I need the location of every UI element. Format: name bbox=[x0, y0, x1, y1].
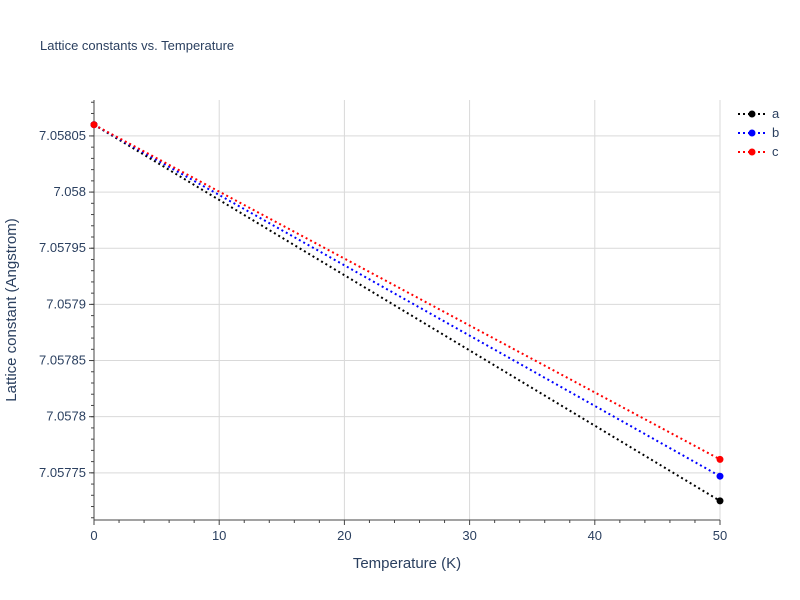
y-tick-label: 7.058 bbox=[53, 184, 86, 199]
series-line-c bbox=[93, 123, 721, 461]
legend-label: c bbox=[772, 144, 779, 159]
data-point-a bbox=[716, 497, 724, 505]
x-tick-label: 30 bbox=[462, 528, 476, 543]
y-tick-label: 7.0579 bbox=[46, 296, 86, 311]
y-tick-label: 7.05775 bbox=[39, 465, 86, 480]
grid bbox=[94, 100, 721, 520]
x-tick-label: 50 bbox=[713, 528, 727, 543]
x-tick-label: 20 bbox=[337, 528, 351, 543]
data-point-b bbox=[716, 472, 724, 480]
series-line-a bbox=[93, 123, 721, 502]
legend-swatch-marker bbox=[748, 148, 756, 156]
legend-label: b bbox=[772, 125, 779, 140]
legend-swatch-marker bbox=[748, 129, 756, 137]
data-point-c bbox=[716, 455, 724, 463]
legend-item-b[interactable]: b bbox=[738, 125, 779, 140]
legend-swatch-marker bbox=[748, 110, 756, 118]
y-axis-title: Lattice constant (Angstrom) bbox=[3, 218, 20, 401]
axes bbox=[93, 100, 720, 521]
y-tick-label: 7.05805 bbox=[39, 128, 86, 143]
x-axis-title: Temperature (K) bbox=[353, 555, 461, 572]
legend[interactable]: abc bbox=[738, 106, 780, 159]
y-tick-label: 7.0578 bbox=[46, 409, 86, 424]
x-tick-label: 40 bbox=[588, 528, 602, 543]
y-tick-label: 7.05795 bbox=[39, 240, 86, 255]
y-ticks: 7.05775 7.0578 7.05785 7.0579 7.05795 7.058 7.… bbox=[39, 101, 94, 519]
y-tick-label: 7.05785 bbox=[39, 353, 86, 368]
legend-item-c[interactable]: c bbox=[738, 144, 779, 159]
legend-item-a[interactable]: a bbox=[738, 106, 780, 121]
chart-title: Lattice constants vs. Temperature bbox=[40, 38, 234, 53]
data-point-c bbox=[90, 121, 98, 129]
legend-label: a bbox=[772, 106, 780, 121]
x-ticks: 0 10 20 30 40 50 bbox=[90, 520, 727, 543]
x-tick-label: 10 bbox=[212, 528, 226, 543]
series bbox=[90, 121, 724, 505]
x-tick-label: 0 bbox=[90, 528, 97, 543]
series-line-b bbox=[93, 123, 721, 478]
